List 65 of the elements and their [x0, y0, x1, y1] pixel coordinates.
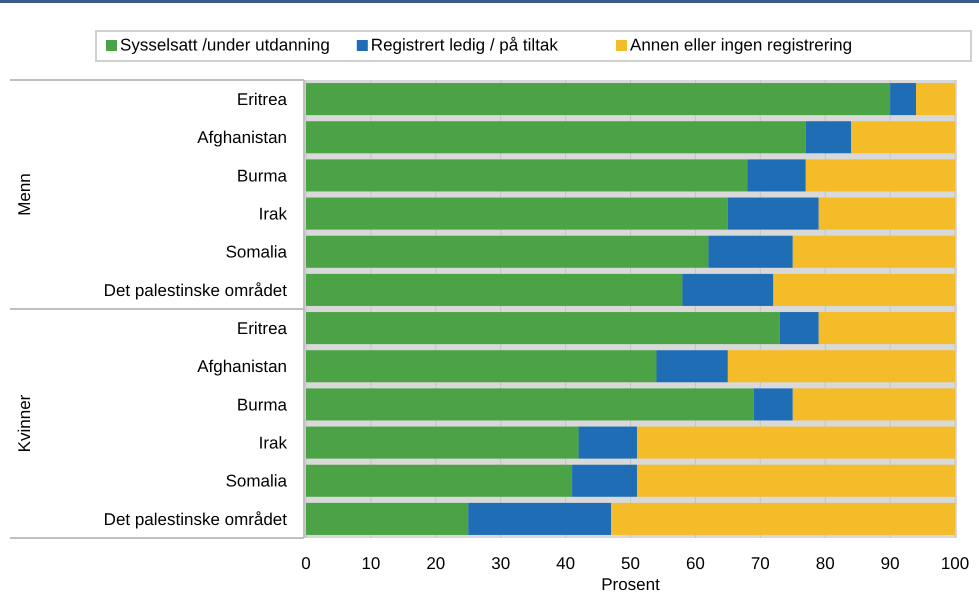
y-tick-label: Irak	[258, 434, 288, 453]
y-tick-label: Burma	[236, 395, 288, 414]
x-tick-label: 50	[621, 554, 640, 573]
bar	[773, 274, 955, 306]
bar	[818, 312, 955, 344]
bar	[636, 426, 955, 459]
text: Kvinner	[15, 394, 34, 452]
legend-label: Sysselsatt /under utdanning	[120, 36, 330, 54]
bar	[306, 198, 728, 230]
bar	[306, 83, 890, 116]
bar	[656, 350, 728, 382]
bar	[578, 426, 637, 459]
y-tick-label: Somalia	[226, 242, 288, 262]
y-tick-label: Eritrea	[236, 319, 288, 338]
bar	[806, 159, 955, 192]
x-tick-label: 70	[750, 554, 770, 573]
x-tick-label: 90	[880, 554, 900, 573]
y-tick-label: Afghanistan	[197, 128, 287, 148]
y-tick-label: Irak	[258, 204, 288, 224]
bar	[792, 236, 955, 268]
bar	[306, 274, 682, 306]
bar	[806, 121, 852, 154]
bar	[890, 83, 916, 116]
bar	[728, 198, 819, 230]
bar	[306, 121, 806, 154]
bar	[818, 198, 955, 230]
text: Menn	[15, 173, 34, 216]
x-tick-label: 0	[301, 554, 311, 573]
y-tick-label: Somalia	[226, 472, 288, 491]
bar	[306, 350, 656, 382]
x-axis-title: Prosent	[601, 575, 660, 592]
bar	[306, 312, 780, 344]
bar	[306, 236, 708, 268]
x-tick-label: 100	[940, 554, 970, 573]
bar	[728, 350, 955, 382]
bar	[306, 464, 572, 497]
x-tick-label: 20	[426, 554, 446, 573]
bar	[916, 83, 955, 116]
bar	[747, 159, 806, 192]
legend-label: Registrert ledig / på tiltak	[370, 36, 558, 54]
x-tick-label: 60	[686, 554, 705, 573]
x-tick-label: 30	[491, 554, 510, 573]
x-tick-label: 10	[361, 554, 380, 573]
bar	[682, 274, 774, 306]
bar	[754, 388, 793, 420]
bar	[468, 502, 612, 535]
y-tick-label: Afghanistan	[197, 357, 287, 376]
bar	[306, 388, 754, 420]
bar	[708, 236, 793, 268]
bar	[572, 464, 637, 497]
legend-label: Annen eller ingen registrering	[630, 36, 852, 54]
y-tick-label: Det palestinske området	[104, 280, 288, 300]
y-tick-label: Eritrea	[236, 90, 288, 110]
bar	[306, 426, 579, 459]
y-tick-label: Burma	[236, 166, 288, 186]
bar	[306, 159, 748, 192]
bar	[792, 388, 955, 420]
x-tick-label: 80	[816, 554, 835, 573]
y-tick-label: Det palestinske området	[104, 510, 288, 529]
bar	[636, 464, 955, 497]
bar	[611, 502, 955, 535]
bar	[851, 121, 955, 154]
x-tick-label: 40	[556, 554, 576, 573]
bar	[306, 502, 468, 535]
bar	[780, 312, 819, 344]
